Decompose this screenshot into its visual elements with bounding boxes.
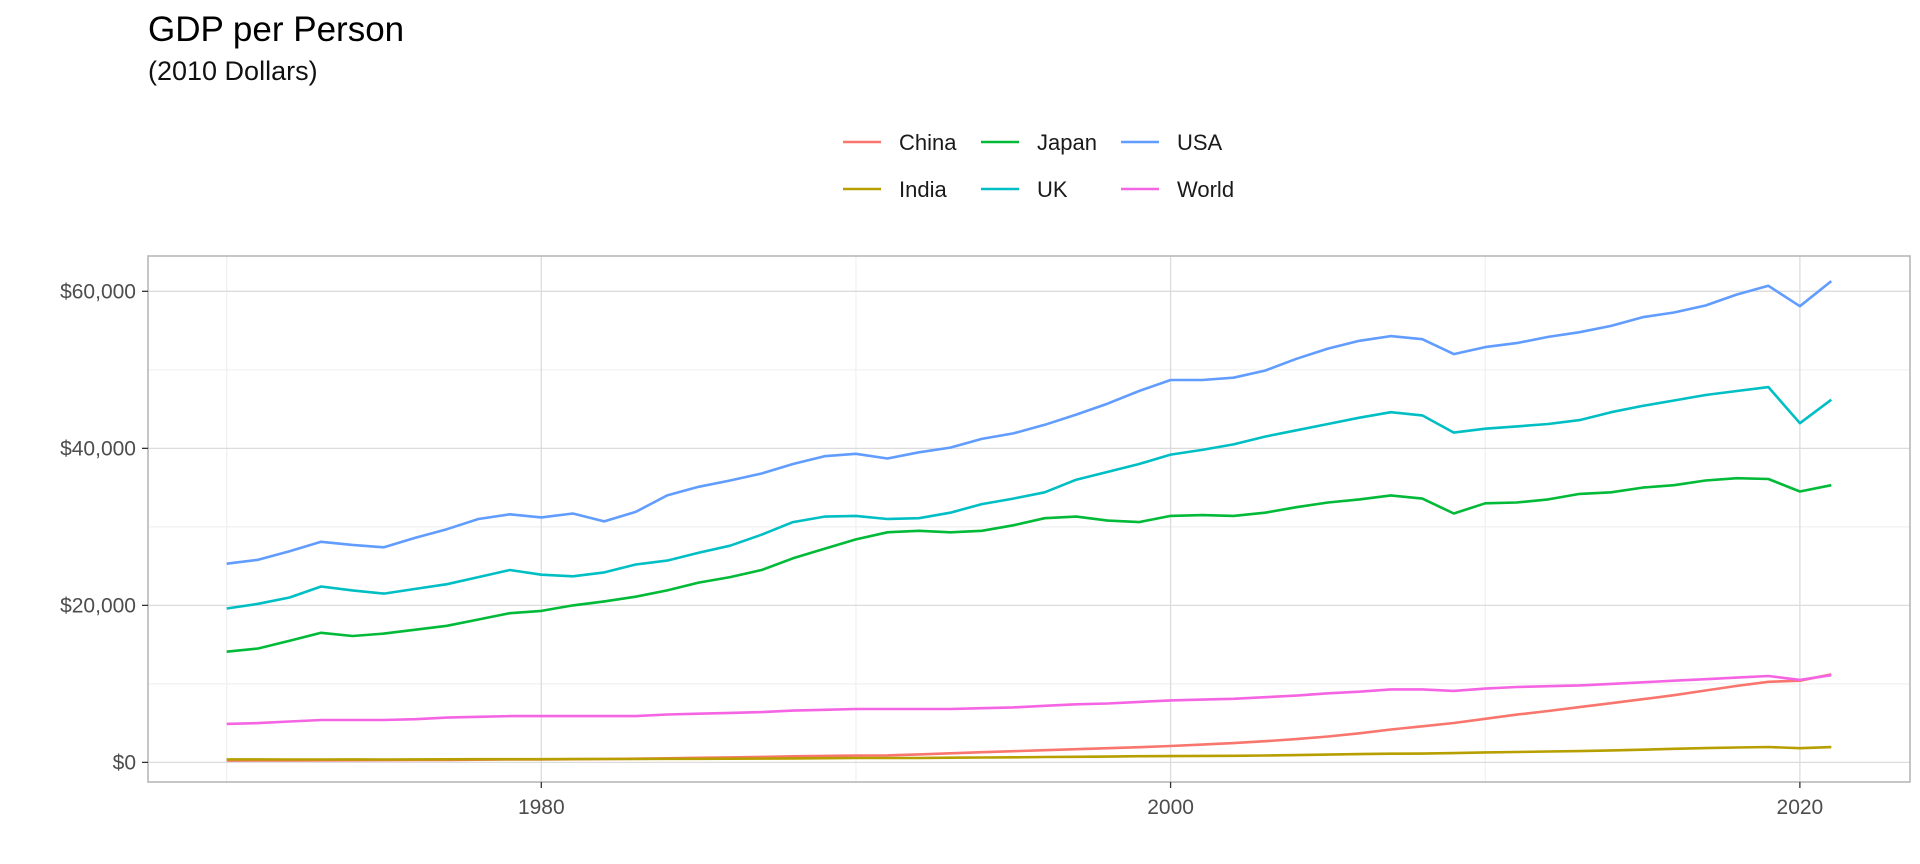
panel-border <box>147 255 1911 783</box>
series-line-world <box>226 673 1832 726</box>
x-tick-label: 2000 <box>1147 796 1194 819</box>
series-line-uk <box>226 385 1833 610</box>
x-tick-label: 2020 <box>1777 796 1824 819</box>
plot-panel <box>147 255 1911 783</box>
y-tick-label: $60,000 <box>60 280 136 303</box>
y-tick-label: $20,000 <box>60 594 136 617</box>
series-layer <box>226 280 1833 762</box>
legend-label-uk: UK <box>1037 177 1068 202</box>
y-tick-label: $40,000 <box>60 437 136 460</box>
legend-label-japan: Japan <box>1037 130 1097 155</box>
series-line-japan <box>226 476 1832 653</box>
legend-label-world: World <box>1177 177 1234 202</box>
legend: China India Japan UK USA World <box>843 130 1234 202</box>
axis-layer: $0 $20,000 $40,000 $60,000 1980 2000 2020 <box>60 280 1823 819</box>
grid-layer <box>148 256 1910 782</box>
legend-label-china: China <box>899 130 957 155</box>
y-tick-label: $0 <box>113 751 136 774</box>
x-tick-label: 1980 <box>518 796 565 819</box>
chart-subtitle: (2010 Dollars) <box>148 56 318 86</box>
chart-title: GDP per Person <box>148 10 405 49</box>
legend-label-india: India <box>899 177 947 202</box>
series-line-india <box>226 745 1832 761</box>
series-line-usa <box>226 280 1833 565</box>
legend-label-usa: USA <box>1177 130 1223 155</box>
